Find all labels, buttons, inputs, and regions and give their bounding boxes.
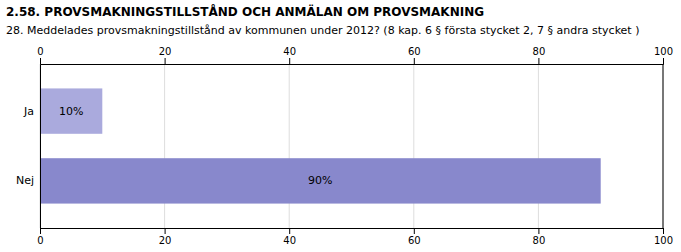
tick: 20 bbox=[159, 46, 172, 64]
tick-mark bbox=[538, 228, 539, 234]
tick: 100 bbox=[654, 228, 673, 246]
data-labels: 10% 90% bbox=[59, 105, 333, 188]
grid-line bbox=[663, 64, 664, 228]
tick: 80 bbox=[533, 46, 546, 64]
tick-label: 20 bbox=[159, 46, 172, 57]
tick-mark bbox=[663, 228, 664, 234]
plot: 10% 90% 0 20 40 60 80 100 0 20 40 60 80 100 Ja Nej bbox=[16, 46, 673, 246]
tick-mark bbox=[165, 58, 166, 64]
tick: 80 bbox=[533, 228, 546, 246]
tick-mark bbox=[40, 58, 41, 64]
tick-label: 60 bbox=[408, 46, 421, 57]
axis-line bbox=[41, 58, 664, 65]
data-label: 10% bbox=[59, 105, 83, 118]
tick-label: 0 bbox=[37, 46, 43, 57]
tick: 0 bbox=[37, 228, 43, 246]
y-axis: Ja Nej bbox=[16, 65, 41, 229]
x-axis-bottom: 0 20 40 60 80 100 bbox=[37, 228, 673, 246]
x-axis-top: 0 20 40 60 80 100 bbox=[37, 46, 673, 65]
tick-label: 100 bbox=[654, 46, 673, 57]
tick: 100 bbox=[654, 46, 673, 64]
tick-mark bbox=[414, 58, 415, 64]
tick: 20 bbox=[159, 228, 172, 246]
tick-label: Ja bbox=[23, 105, 34, 118]
tick-label: 100 bbox=[654, 235, 673, 246]
data-label: 90% bbox=[308, 174, 332, 187]
subtitle: 28. Meddelades provsmakningstillstånd av… bbox=[6, 24, 639, 37]
tick-label: Nej bbox=[16, 174, 34, 187]
tick-label: 80 bbox=[533, 46, 546, 57]
grid-line bbox=[40, 64, 41, 228]
tick-mark bbox=[289, 58, 290, 64]
tick-label: 0 bbox=[37, 235, 43, 246]
tick: 40 bbox=[283, 228, 296, 246]
axis-line bbox=[41, 229, 664, 235]
bars bbox=[40, 88, 601, 203]
tick: 60 bbox=[408, 46, 421, 64]
tick-mark bbox=[414, 228, 415, 234]
tick: Ja bbox=[23, 105, 34, 118]
grid bbox=[40, 64, 663, 228]
title: 2.58. PROVSMAKNINGSTILLSTÅND OCH ANMÄLAN… bbox=[6, 4, 484, 19]
tick-mark bbox=[538, 58, 539, 64]
tick-label: 20 bbox=[159, 235, 172, 246]
tick-label: 40 bbox=[283, 235, 296, 246]
axis-line bbox=[663, 64, 664, 228]
tick-mark bbox=[165, 228, 166, 234]
tick: 60 bbox=[408, 228, 421, 246]
tick-mark bbox=[663, 58, 664, 64]
axis-line bbox=[40, 65, 41, 229]
tick-label: 80 bbox=[533, 235, 546, 246]
tick-label: 40 bbox=[283, 46, 296, 57]
tick: 40 bbox=[283, 46, 296, 64]
bar bbox=[40, 158, 601, 203]
bar bbox=[40, 88, 102, 133]
tick: Nej bbox=[16, 174, 34, 187]
tick: 0 bbox=[37, 46, 43, 64]
tick-mark bbox=[289, 228, 290, 234]
chart: 2.58. PROVSMAKNINGSTILLSTÅND OCH ANMÄLAN… bbox=[0, 0, 681, 252]
tick-label: 60 bbox=[408, 235, 421, 246]
tick-mark bbox=[40, 228, 41, 234]
